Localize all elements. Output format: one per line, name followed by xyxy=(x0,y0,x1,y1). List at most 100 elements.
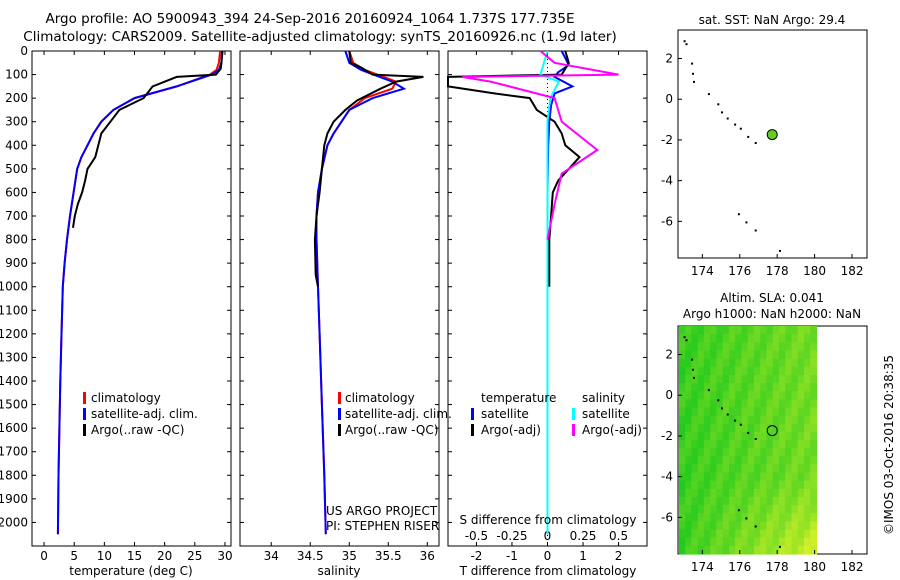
sla-heatmap-cell xyxy=(685,464,693,474)
sla-heatmap-cell xyxy=(810,407,818,417)
sla-heatmap-cell xyxy=(804,423,811,433)
sla-heatmap-cell xyxy=(779,423,786,433)
sla-heatmap-cell xyxy=(760,440,768,449)
sla-heatmap-cell xyxy=(760,545,768,555)
sla-heatmap-cell xyxy=(766,399,774,408)
sla-heatmap-cell xyxy=(804,391,811,400)
sla-heatmap-cell xyxy=(710,440,718,449)
sla-heatmap-cell xyxy=(722,440,730,449)
sla-heatmap-cell xyxy=(779,456,786,465)
figure-title-line1: Argo profile: AO 5900943_394 24-Sep-2016… xyxy=(45,11,575,27)
sla-heatmap-cell xyxy=(678,334,686,343)
sla-heatmap-cell xyxy=(785,480,793,490)
sla-heatmap-cell xyxy=(741,391,749,400)
sla-heatmap-cell xyxy=(791,488,799,498)
depth-tick-label: 500 xyxy=(5,162,28,176)
sla-heatmap-cell xyxy=(785,497,793,506)
sla-heatmap-cell xyxy=(760,383,768,392)
sla-heatmap-cell xyxy=(797,480,805,490)
sla-heatmap-cell xyxy=(754,440,761,449)
island-marker xyxy=(779,545,781,548)
sla-heatmap-cell xyxy=(754,505,761,514)
sla-heatmap-cell xyxy=(678,440,686,449)
sla-heatmap-cell xyxy=(797,334,805,343)
sla-heatmap-cell xyxy=(779,488,786,498)
sla-heatmap-cell xyxy=(691,350,699,360)
legend-sal-satellite: satellite-adj. clim. xyxy=(345,407,452,421)
sla-heatmap-cell xyxy=(797,423,805,433)
series-line-argo-raw-qc- xyxy=(72,50,223,228)
sla-heatmap-cell xyxy=(729,399,736,408)
sla-heatmap-cell xyxy=(678,415,686,425)
sla-heatmap-cell xyxy=(729,358,736,368)
island-marker xyxy=(683,336,686,339)
sla-heatmap-cell xyxy=(697,464,705,474)
sla-heatmap-cell xyxy=(710,505,718,514)
sla-heatmap-cell xyxy=(772,497,780,506)
sla-heatmap-cell xyxy=(678,529,686,539)
sla-heatmap-cell xyxy=(804,415,811,425)
sla-heatmap-cell xyxy=(703,374,711,384)
sla-heatmap-cell xyxy=(760,415,768,425)
sla-heatmap-cell xyxy=(691,440,699,449)
sla-heatmap-cell xyxy=(685,366,693,376)
sla-heatmap-cell xyxy=(710,391,718,400)
sla-heatmap-cell xyxy=(716,440,724,449)
map-y-tick-label: -6 xyxy=(661,510,673,524)
sla-heatmap-cell xyxy=(747,448,755,457)
sla-heatmap-cell xyxy=(716,391,724,400)
sla-heatmap-cell xyxy=(791,448,799,457)
sla-heatmap-cell xyxy=(785,383,793,392)
sla-heatmap-cell xyxy=(697,537,705,547)
sla-heatmap-cell xyxy=(747,366,755,376)
sla-heatmap-cell xyxy=(741,464,749,474)
sla-heatmap-cell xyxy=(760,350,768,360)
sla-heatmap-cell xyxy=(741,326,749,335)
sla-heatmap-cell xyxy=(785,326,793,335)
sla-heatmap-cell xyxy=(710,488,718,498)
sla-heatmap-cell xyxy=(810,415,818,425)
sla-heatmap-cell xyxy=(785,464,793,474)
sla-heatmap-cell xyxy=(716,423,724,433)
sla-heatmap-cell xyxy=(772,431,780,441)
legend-sal-climatology: climatology xyxy=(345,391,415,405)
sla-heatmap-cell xyxy=(697,366,705,376)
sla-heatmap-cell xyxy=(716,374,724,384)
axis-ticks: 0100200300400500600700800900100011001200… xyxy=(0,44,863,574)
sla-heatmap-cell xyxy=(678,521,686,531)
sla-heatmap-cell xyxy=(766,431,774,441)
island-marker xyxy=(707,93,710,96)
island-marker xyxy=(721,407,723,410)
sla-heatmap-cell xyxy=(697,472,705,482)
sla-heatmap-cell xyxy=(804,505,811,514)
sla-heatmap-cell xyxy=(710,431,718,441)
sla-heatmap-cell xyxy=(747,350,755,360)
sla-heatmap-cell xyxy=(741,480,749,490)
sla-heatmap-cell xyxy=(735,513,743,522)
sla-heatmap-cell xyxy=(772,537,780,547)
sla-heatmap-cell xyxy=(691,521,699,531)
x-tick-label: 10 xyxy=(97,549,112,563)
sla-heatmap-cell xyxy=(716,545,724,555)
sla-heatmap-cell xyxy=(735,342,743,351)
island-marker xyxy=(737,509,740,512)
sla-heatmap-cell xyxy=(735,415,743,425)
sla-heatmap-cell xyxy=(810,545,818,555)
depth-tick-label: 0 xyxy=(20,44,28,58)
sla-heatmap-cell xyxy=(754,448,761,457)
sla-heatmap-cell xyxy=(735,399,743,408)
sla-heatmap-cell xyxy=(810,366,818,376)
x-tick-label: 25 xyxy=(187,549,202,563)
sla-heatmap-cell xyxy=(710,456,718,465)
sla-heatmap-cell xyxy=(685,374,693,384)
sst-map-title: sat. SST: NaN Argo: 29.4 xyxy=(699,13,846,27)
sla-heatmap-cell xyxy=(735,366,743,376)
sla-heatmap-cell xyxy=(785,521,793,531)
legend-diff-temp-argo: Argo(-adj) xyxy=(481,423,541,437)
sla-heatmap-cell xyxy=(741,545,749,555)
sla-heatmap-cell xyxy=(797,505,805,514)
sla-heatmap-cell xyxy=(804,334,811,343)
sla-heatmap-cell xyxy=(703,537,711,547)
sla-heatmap-cell xyxy=(716,497,724,506)
sla-heatmap-cell xyxy=(797,440,805,449)
